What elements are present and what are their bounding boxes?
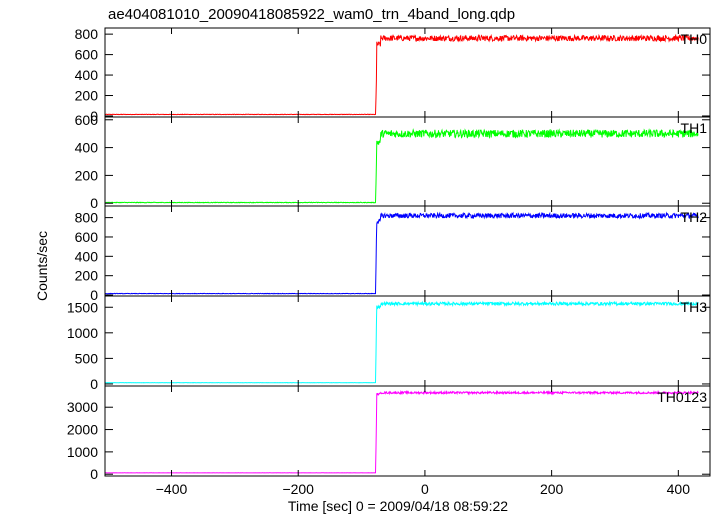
y-tick-label: 0 [90,376,98,392]
series-line-th1 [104,128,699,204]
x-axis: −400 −200 0 200 400 [156,481,690,497]
panel-frame [104,205,711,297]
panel-label-th0: TH0 [681,31,708,47]
panel-th2: 0 200 400 600 800 TH2 [75,205,711,303]
panel-frame [104,27,711,118]
x-tick-label: 400 [667,481,691,497]
series-line-th3 [105,300,699,384]
y-tick-label: 1000 [67,325,98,341]
x-tick-label: 0 [421,481,429,497]
panel-th1: 0 200 400 600 TH1 [75,112,711,211]
series-line-th0 [104,33,699,116]
y-tick-label: 800 [75,26,99,42]
y-tick-label: 200 [75,88,99,104]
y-tick-label: 400 [75,140,99,156]
y-tick-label: 200 [75,167,99,183]
y-tick-label: 1000 [67,444,98,460]
y-tick-label: 600 [75,229,99,245]
y-tick-label: 800 [75,210,99,226]
series-line-th0123 [104,389,699,474]
panel-frame [104,385,711,477]
y-tick-label: 3000 [67,399,98,415]
x-tick-label: −400 [156,481,188,497]
y-tick-label: 500 [75,350,99,366]
x-tick-label: 200 [540,481,564,497]
y-tick-label: 200 [75,268,99,284]
x-axis-label: Time [sec] 0 = 2009/04/18 08:59:22 [288,498,508,514]
panel-th3: 0 500 1000 1500 TH3 [67,295,711,392]
panel-label-th1: TH1 [681,120,708,136]
y-tick-label: 600 [75,47,99,63]
y-tick-label: 0 [90,287,98,303]
y-tick-label: 1500 [67,299,98,315]
series-line-th2 [104,211,699,295]
panel-label-th0123: TH0123 [657,389,707,405]
y-tick-label: 0 [90,195,98,211]
y-tick-label: 0 [90,108,98,124]
y-tick-label: 400 [75,67,99,83]
y-tick-label: 600 [75,112,99,128]
panel-frame [104,116,711,207]
panel-label-th3: TH3 [681,299,708,315]
panels-group: 0 200 400 600 800 TH0 0 200 400 600 TH1 0 200 400 600 8… [67,26,711,482]
panel-th0123: 0 1000 2000 3000 TH0123 [67,385,711,482]
chart-title: ae404081010_20090418085922_wam0_trn_4ban… [108,6,515,23]
y-tick-label: 400 [75,248,99,264]
y-axis-label: Counts/sec [34,231,50,301]
y-tick-label: 0 [90,466,98,482]
panel-th0: 0 200 400 600 800 TH0 [75,26,711,124]
x-tick-label: −200 [282,481,314,497]
panel-frame [104,295,711,387]
y-tick-label: 2000 [67,422,98,438]
panel-label-th2: TH2 [681,209,708,225]
